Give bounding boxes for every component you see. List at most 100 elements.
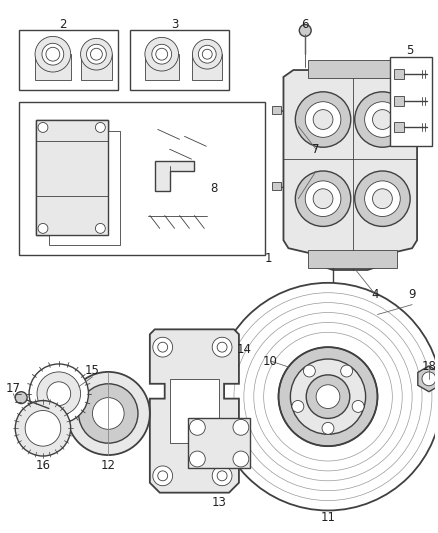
Circle shape	[153, 466, 173, 486]
Bar	[272, 106, 282, 114]
Circle shape	[67, 372, 150, 455]
Circle shape	[422, 372, 436, 386]
Text: 16: 16	[35, 459, 50, 472]
Circle shape	[364, 181, 400, 216]
Circle shape	[35, 36, 71, 72]
Polygon shape	[418, 366, 438, 392]
Circle shape	[190, 419, 205, 435]
Circle shape	[304, 365, 315, 377]
Bar	[394, 123, 404, 132]
Bar	[170, 379, 219, 443]
Text: 14: 14	[237, 343, 251, 356]
Circle shape	[295, 171, 351, 227]
Circle shape	[341, 365, 353, 377]
Polygon shape	[36, 119, 108, 236]
Circle shape	[46, 47, 60, 61]
Circle shape	[279, 347, 378, 446]
Circle shape	[145, 37, 179, 71]
Polygon shape	[35, 54, 71, 80]
Polygon shape	[81, 54, 112, 80]
Polygon shape	[145, 54, 179, 80]
Circle shape	[305, 181, 341, 216]
Circle shape	[47, 382, 71, 406]
Circle shape	[299, 25, 311, 36]
Bar	[308, 250, 397, 268]
Circle shape	[353, 290, 363, 300]
Bar	[130, 30, 229, 90]
Circle shape	[355, 92, 410, 147]
Circle shape	[233, 419, 249, 435]
Circle shape	[233, 451, 249, 467]
Circle shape	[316, 385, 340, 408]
Bar	[272, 182, 282, 190]
Circle shape	[373, 189, 392, 208]
Circle shape	[92, 398, 124, 429]
Bar	[394, 69, 404, 79]
Polygon shape	[49, 132, 120, 245]
Polygon shape	[155, 161, 194, 191]
Circle shape	[95, 123, 105, 132]
Polygon shape	[36, 119, 108, 236]
Circle shape	[306, 375, 350, 418]
Text: 18: 18	[421, 360, 436, 374]
Text: 10: 10	[263, 354, 278, 368]
Bar	[19, 30, 118, 90]
Circle shape	[15, 401, 71, 456]
Circle shape	[295, 92, 351, 147]
Text: 4: 4	[372, 288, 379, 301]
Circle shape	[313, 110, 333, 130]
Text: 13: 13	[212, 496, 226, 509]
Text: 17: 17	[6, 382, 21, 395]
Circle shape	[156, 49, 168, 60]
Circle shape	[373, 110, 392, 130]
Text: 15: 15	[85, 365, 100, 377]
Circle shape	[38, 123, 48, 132]
Circle shape	[38, 223, 48, 233]
Bar	[308, 60, 397, 78]
Circle shape	[25, 410, 61, 446]
Circle shape	[15, 392, 27, 403]
Circle shape	[212, 466, 232, 486]
Circle shape	[212, 337, 232, 357]
Circle shape	[153, 337, 173, 357]
Circle shape	[313, 189, 333, 208]
Circle shape	[87, 44, 106, 64]
Text: 1: 1	[265, 252, 272, 264]
Circle shape	[290, 359, 366, 434]
Bar	[188, 418, 250, 468]
Circle shape	[91, 49, 102, 60]
Polygon shape	[192, 54, 222, 80]
Circle shape	[364, 102, 400, 138]
Polygon shape	[283, 70, 417, 270]
Circle shape	[352, 400, 364, 413]
Circle shape	[192, 39, 222, 69]
Text: 12: 12	[101, 459, 116, 472]
Circle shape	[42, 43, 64, 65]
Circle shape	[355, 171, 410, 227]
Text: 9: 9	[408, 288, 416, 301]
Text: 6: 6	[301, 18, 309, 31]
Circle shape	[95, 223, 105, 233]
Circle shape	[37, 372, 81, 415]
Circle shape	[152, 44, 172, 64]
Bar	[390, 57, 432, 146]
Text: 8: 8	[211, 182, 218, 195]
Circle shape	[190, 451, 205, 467]
Bar	[19, 102, 265, 255]
Text: 11: 11	[321, 511, 336, 524]
Circle shape	[81, 38, 112, 70]
Text: 7: 7	[312, 143, 320, 156]
Circle shape	[78, 384, 138, 443]
Circle shape	[322, 422, 334, 434]
Text: 3: 3	[171, 18, 178, 31]
Circle shape	[292, 400, 304, 413]
Bar	[394, 96, 404, 106]
Text: 5: 5	[406, 44, 414, 56]
Polygon shape	[150, 329, 239, 492]
Circle shape	[202, 49, 212, 59]
Text: 2: 2	[59, 18, 67, 31]
Circle shape	[29, 364, 88, 423]
Circle shape	[214, 283, 438, 511]
Circle shape	[305, 102, 341, 138]
Circle shape	[198, 45, 216, 63]
